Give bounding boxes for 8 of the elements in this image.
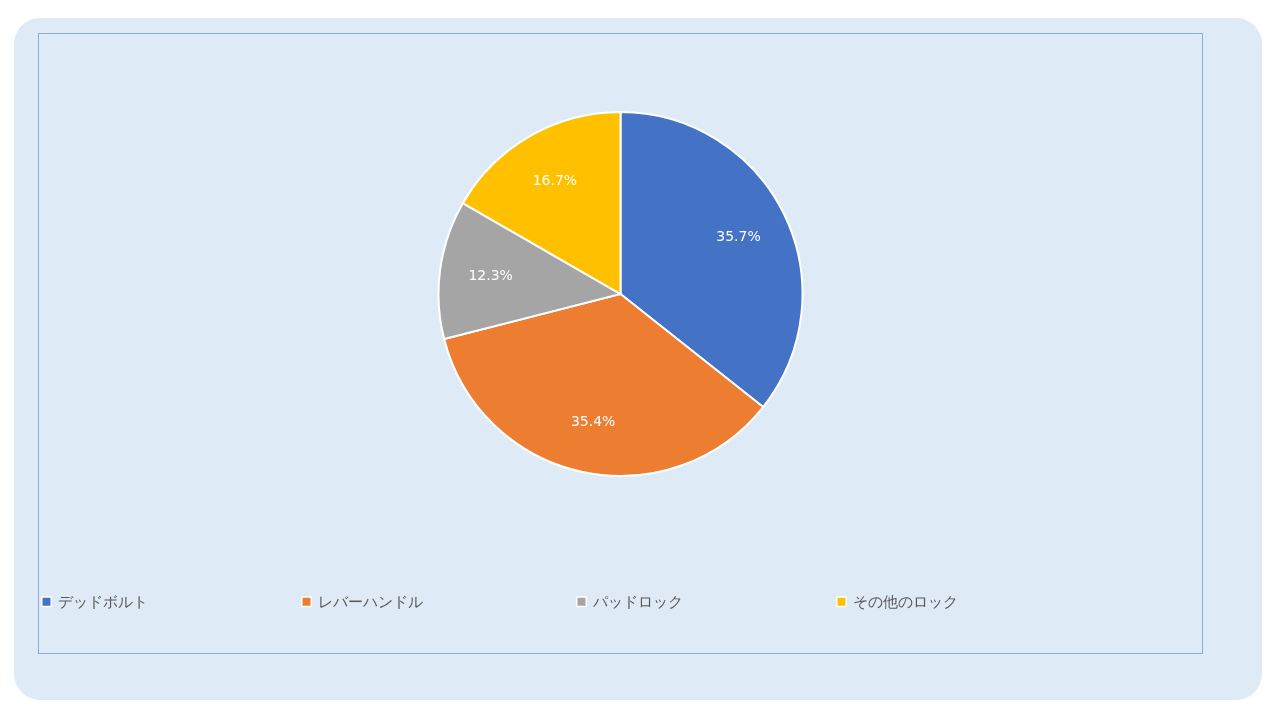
legend-label: その他のロック bbox=[853, 592, 958, 611]
legend-label: パッドロック bbox=[592, 592, 683, 611]
legend-label: レバーハンドル bbox=[318, 592, 423, 611]
data-label: 35.4% bbox=[570, 413, 616, 430]
legend-label: デッドボルト bbox=[58, 592, 148, 611]
data-label: 16.7% bbox=[532, 171, 578, 188]
data-label: 12.3% bbox=[468, 267, 513, 284]
data-label: 35.7% bbox=[716, 227, 761, 244]
